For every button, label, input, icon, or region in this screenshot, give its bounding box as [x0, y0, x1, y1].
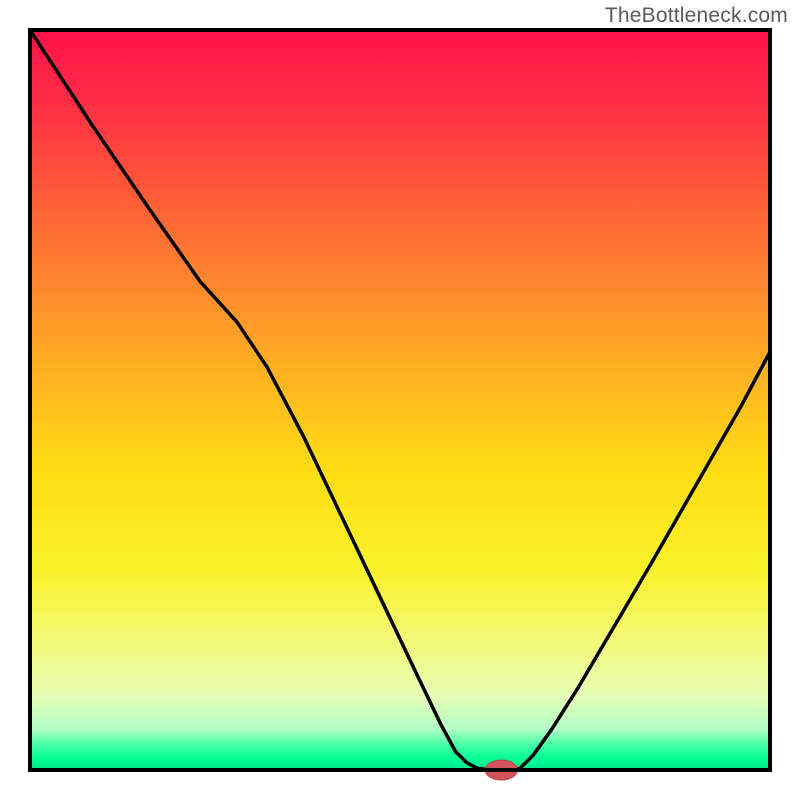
watermark-label: TheBottleneck.com [605, 4, 788, 28]
chart-container: TheBottleneck.com [0, 0, 800, 800]
gradient-background [30, 30, 770, 770]
bottleneck-chart [0, 0, 800, 800]
